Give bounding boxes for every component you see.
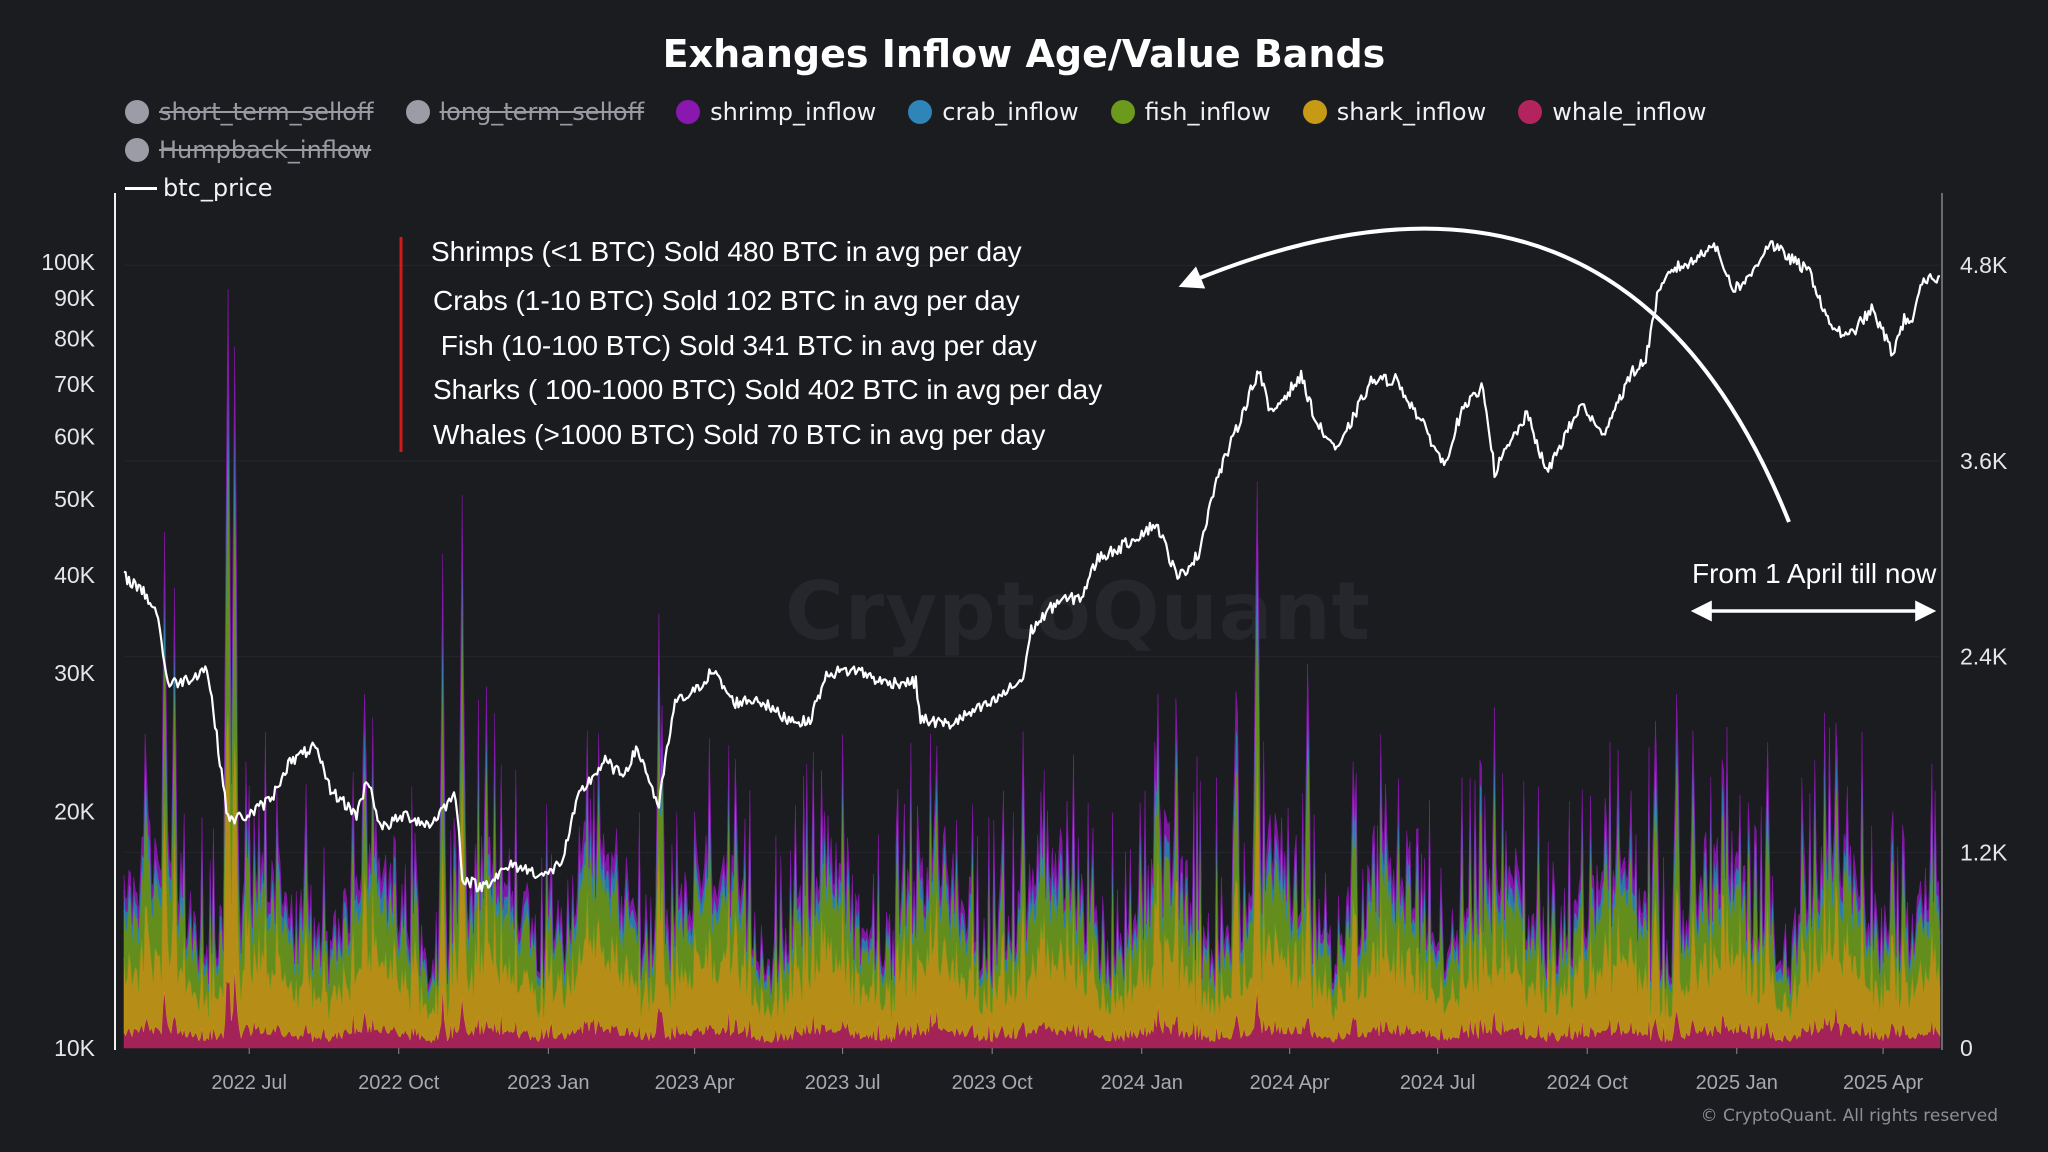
y-right-tick-label: 0 — [1960, 1035, 1973, 1061]
x-tick-label: 2023 Apr — [655, 1072, 735, 1094]
y-right-tick-label: 3.6K — [1960, 448, 2008, 474]
y-left-tick-label: 30K — [54, 660, 96, 686]
color-dot-icon — [908, 100, 933, 124]
period-label: From 1 April till now — [1692, 558, 1937, 589]
annotation-line: Whales (>1000 BTC) Sold 70 BTC in avg pe… — [433, 419, 1046, 450]
x-tick-label: 2024 Jul — [1400, 1072, 1476, 1094]
inflow-stacked-areas — [123, 289, 1941, 1049]
color-dot-icon — [405, 100, 430, 124]
legend-item-crab-inflow[interactable]: crab_inflow — [908, 95, 1079, 129]
color-dot-icon — [1518, 100, 1543, 124]
shrimp-inflow-area — [123, 289, 1941, 995]
y-left-tick-label: 50K — [54, 486, 96, 512]
color-dot-icon — [1302, 100, 1327, 124]
legend-item-fish-inflow[interactable]: fish_inflow — [1110, 95, 1271, 129]
btc-price-line — [123, 240, 1941, 893]
legend-item-shrimp-inflow[interactable]: shrimp_inflow — [676, 95, 876, 129]
legend-label: short_term_selloff — [159, 98, 374, 126]
legend-item-whale-inflow[interactable]: whale_inflow — [1518, 95, 1707, 129]
legend-item-humpback-inflow[interactable]: Humpback_inflow — [125, 133, 371, 167]
y-left-tick-label: 90K — [54, 285, 96, 311]
color-dot-icon — [1110, 100, 1135, 124]
legend-label: fish_inflow — [1144, 98, 1271, 126]
y-left-tick-label: 70K — [54, 371, 96, 397]
legend-label: shrimp_inflow — [710, 98, 877, 126]
x-tick-label: 2024 Jan — [1101, 1072, 1183, 1094]
y-left-tick-label: 10K — [54, 1035, 96, 1061]
annotation-line: Crabs (1-10 BTC) Sold 102 BTC in avg per… — [433, 285, 1020, 316]
color-dot-icon — [125, 100, 149, 124]
annotation-line: Fish (10-100 BTC) Sold 341 BTC in avg pe… — [433, 330, 1037, 361]
x-tick-label: 2025 Apr — [1843, 1072, 1923, 1094]
x-tick-label: 2024 Apr — [1250, 1072, 1330, 1094]
y-right-tick-label: 4.8K — [1960, 252, 2008, 278]
legend-label: shark_inflow — [1336, 98, 1487, 126]
annotation-overlay — [399, 226, 1937, 622]
annotation-line: Sharks ( 100-1000 BTC) Sold 402 BTC in a… — [433, 374, 1103, 405]
curved-arrow — [1178, 226, 1791, 523]
fish-inflow-area — [123, 434, 1941, 1021]
btc-price-series — [123, 240, 1941, 893]
y-left-tick-label: 40K — [54, 562, 96, 588]
legend-item-long-term-selloff[interactable]: long_term_selloff — [405, 95, 645, 129]
chart-title: Exhanges Inflow Age/Value Bands — [662, 32, 1386, 76]
color-dot-icon — [676, 100, 701, 124]
x-tick-label: 2022 Jul — [211, 1072, 287, 1094]
annotation-line: Shrimps (<1 BTC) Sold 480 BTC in avg per… — [431, 236, 1022, 267]
y-left-tick-label: 60K — [54, 424, 96, 450]
legend: short_term_selloff long_term_selloff shrim… — [125, 95, 2005, 205]
y-left-tick-label: 100K — [41, 249, 95, 275]
legend-label: long_term_selloff — [439, 98, 645, 126]
y-left-tick-label: 80K — [54, 325, 96, 351]
grid-lines — [124, 264, 1940, 853]
x-tick-label: 2023 Jan — [507, 1072, 589, 1094]
legend-label: Humpback_inflow — [159, 136, 372, 164]
x-tick-label: 2023 Jul — [805, 1072, 881, 1094]
line-swatch-icon — [125, 186, 157, 190]
legend-item-shark-inflow[interactable]: shark_inflow — [1302, 95, 1487, 129]
legend-item-btc-price[interactable]: btc_price — [125, 171, 1973, 205]
legend-label: btc_price — [163, 174, 273, 202]
legend-label: crab_inflow — [942, 98, 1079, 126]
x-tick-label: 2025 Jan — [1696, 1072, 1778, 1094]
legend-label: whale_inflow — [1552, 98, 1707, 126]
y-right-tick-label: 2.4K — [1960, 644, 2008, 670]
x-tick-label: 2022 Oct — [358, 1072, 440, 1094]
axes: 10K 20K 30K 40K 50K 60K 70K 80K 90K 100K 0 1.2K 2.4K… — [41, 193, 2008, 1094]
watermark: CryptoQuant — [785, 565, 1371, 658]
y-right-tick-label: 1.2K — [1960, 839, 2008, 865]
x-tick-label: 2024 Oct — [1547, 1072, 1629, 1094]
y-left-tick-label: 20K — [54, 798, 96, 824]
copyright: © CryptoQuant. All rights reserved — [1700, 1106, 1998, 1126]
x-tick-label: 2023 Oct — [952, 1072, 1034, 1094]
legend-item-short-term-selloff[interactable]: short_term_selloff — [125, 95, 374, 129]
color-dot-icon — [125, 138, 149, 162]
